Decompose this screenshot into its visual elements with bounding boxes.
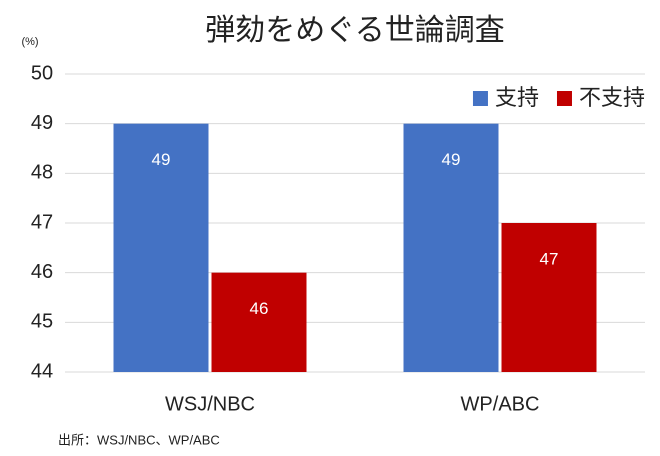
legend-label: 不支持 <box>579 85 645 110</box>
x-tick-label: WSJ/NBC <box>165 393 255 415</box>
legend-swatch <box>472 91 488 106</box>
y-tick-label: 48 <box>31 162 53 184</box>
y-tick-label: 45 <box>31 311 53 333</box>
data-label: 46 <box>250 299 269 318</box>
data-label: 49 <box>442 150 461 169</box>
chart-title: 弾劾をめぐる世論調査 <box>205 14 504 47</box>
y-tick-label: 50 <box>31 62 53 84</box>
y-tick-label: 49 <box>31 112 53 134</box>
y-unit: (%) <box>21 36 38 48</box>
bar <box>113 123 209 373</box>
data-label: 47 <box>540 249 559 268</box>
x-tick-label: WP/ABC <box>461 393 540 415</box>
y-tick-label: 46 <box>31 261 53 283</box>
data-label: 49 <box>152 150 171 169</box>
source-note: 出所：WSJ/NBC、WP/ABC <box>58 432 220 447</box>
bar <box>501 223 597 372</box>
y-tick-label: 47 <box>31 211 53 233</box>
legend-label: 支持 <box>495 85 539 110</box>
legend-swatch <box>556 91 572 106</box>
bar <box>211 272 307 372</box>
bar <box>403 123 499 373</box>
y-tick-label: 44 <box>31 360 53 382</box>
